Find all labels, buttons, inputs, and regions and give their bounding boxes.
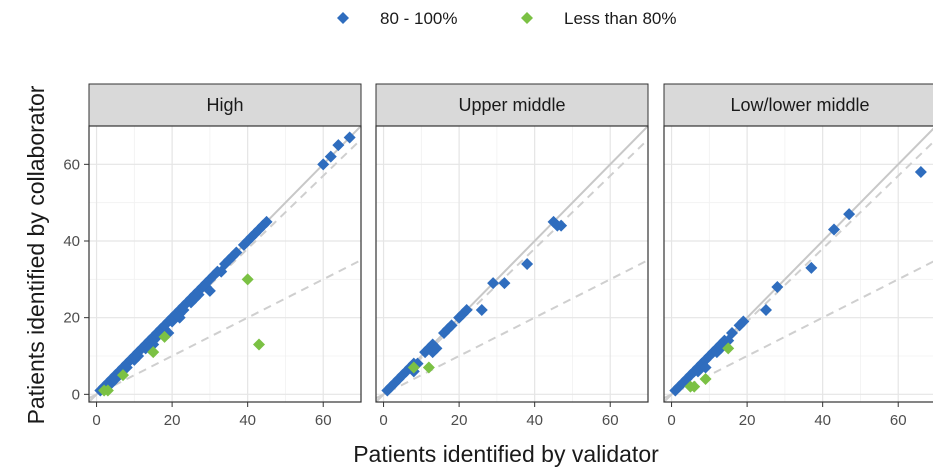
facet-strip (375, 83, 649, 127)
data-points (669, 166, 927, 397)
reference-line-0 (376, 126, 648, 402)
y-tick-label: 0 (72, 386, 80, 403)
data-point (317, 158, 330, 171)
y-tick-label: 40 (63, 233, 80, 250)
data-point (699, 373, 712, 385)
x-tick-label: 60 (602, 412, 619, 429)
data-point (487, 277, 500, 290)
data-point (147, 346, 160, 359)
data-point (332, 139, 345, 152)
panel-border (88, 125, 362, 403)
data-point (914, 166, 927, 178)
data-point (551, 219, 564, 232)
x-tick-label: 20 (451, 412, 468, 429)
panel-2: Low/lower middle 0 20 40 60 (663, 83, 933, 429)
data-point (324, 150, 337, 163)
data-point (498, 277, 511, 290)
data-point (173, 311, 186, 324)
data-point (521, 258, 534, 270)
data-point (222, 254, 235, 267)
data-point (147, 338, 160, 351)
data-points (381, 215, 568, 397)
data-point (245, 231, 258, 244)
x-tick-label: 0 (667, 412, 675, 429)
panel-0: High 0 20 40 60 0 20 40 60 (63, 83, 362, 429)
facet-strip (88, 83, 362, 127)
legend-key-0 (337, 12, 349, 24)
x-axis-title: Patients identified by validator (353, 441, 659, 467)
x-tick-label: 60 (890, 412, 907, 429)
x-tick-label: 60 (315, 412, 332, 429)
data-point (426, 346, 439, 359)
data-point (475, 304, 488, 316)
x-tick-label: 0 (92, 412, 100, 429)
x-tick-label: 20 (164, 412, 181, 429)
data-point (445, 319, 458, 332)
panel-border (663, 125, 933, 403)
reference-lines (376, 126, 648, 402)
facet-strip-label: Low/lower middle (730, 95, 869, 115)
data-point (343, 131, 356, 144)
legend-label-0: 80 - 100% (380, 9, 458, 28)
data-point (188, 292, 201, 305)
gridlines (664, 125, 933, 402)
reference-line-2 (664, 260, 933, 400)
data-point (226, 250, 239, 263)
data-point (805, 261, 818, 274)
data-points (94, 131, 356, 397)
reference-line-2 (376, 259, 648, 400)
legend-label-1: Less than 80% (564, 9, 676, 28)
data-point (737, 315, 750, 328)
legend-key-1 (521, 12, 533, 24)
facet-strip-label: Upper middle (458, 95, 565, 115)
data-point (760, 304, 772, 316)
x-tick-label: 40 (814, 412, 831, 429)
data-point (714, 342, 727, 355)
data-point (241, 273, 254, 286)
data-point (699, 361, 712, 374)
data-point (688, 380, 701, 393)
facet-strip-label: High (206, 95, 243, 115)
data-point (722, 342, 735, 355)
panel-1: Upper middle 0 20 40 60 (375, 83, 649, 429)
data-point (117, 369, 129, 382)
data-point (253, 338, 265, 351)
reference-line-2 (89, 259, 361, 400)
x-tick-label: 20 (739, 412, 756, 429)
reference-line-1 (376, 138, 648, 402)
data-point (230, 246, 243, 259)
data-point (422, 361, 435, 374)
x-tick-label: 0 (379, 412, 387, 429)
y-tick-label: 60 (63, 156, 80, 173)
data-point (101, 384, 114, 397)
y-tick-label: 20 (63, 310, 80, 327)
panel-border (375, 125, 649, 403)
data-point (203, 284, 216, 297)
data-point (771, 281, 784, 293)
x-tick-label: 40 (526, 412, 543, 429)
x-tick-label: 40 (239, 412, 256, 429)
data-point (158, 330, 171, 343)
data-point (407, 361, 420, 374)
legend: 80 - 100% Less than 80% (337, 9, 676, 28)
data-point (828, 223, 840, 236)
data-point (460, 304, 473, 316)
y-axis-title: Patients identified by collaborator (23, 85, 49, 424)
data-point (843, 208, 856, 221)
data-point (260, 215, 273, 228)
data-point (726, 327, 738, 339)
